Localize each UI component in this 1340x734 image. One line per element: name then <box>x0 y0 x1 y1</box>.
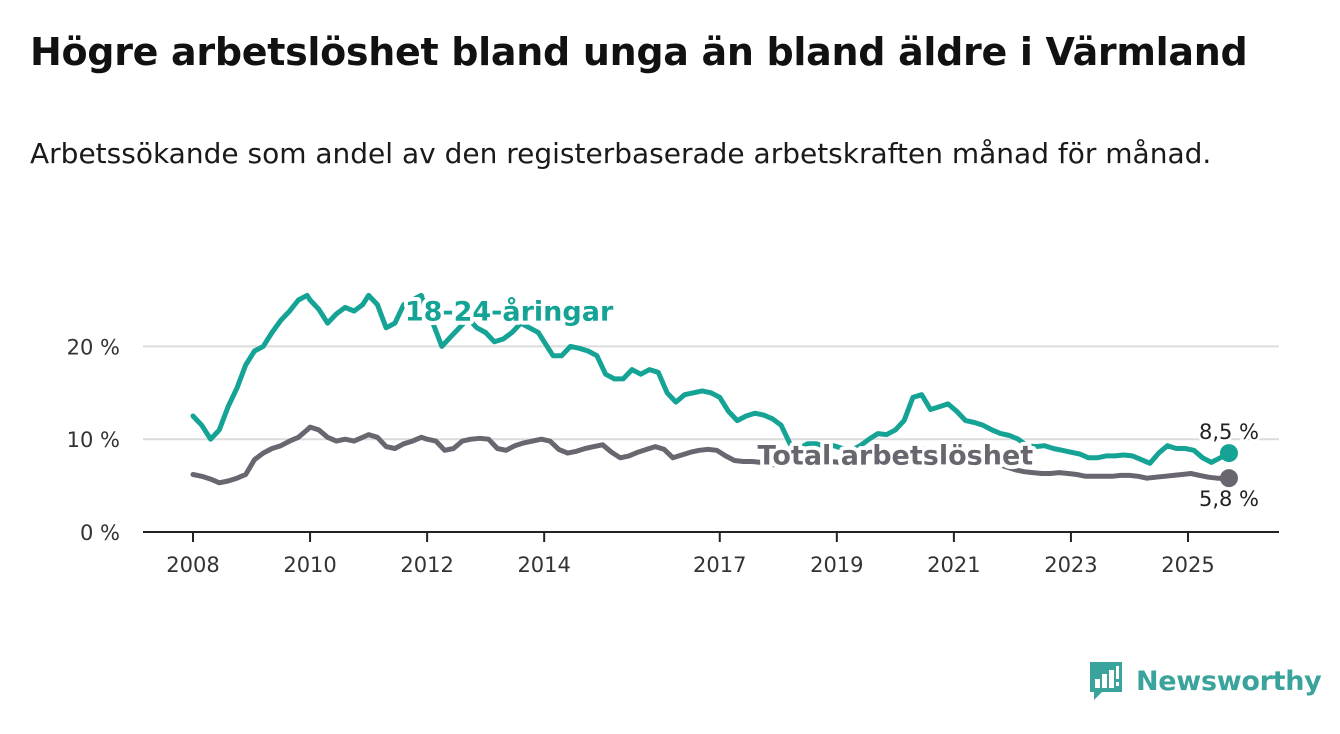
end-value-label: 5,8 % <box>1199 487 1259 511</box>
x-tick-label: 2014 <box>517 553 570 577</box>
y-tick-label: 10 % <box>67 428 120 452</box>
chart-subtitle: Arbetssökande som andel av den registerb… <box>30 137 1212 170</box>
series-line-total <box>190 424 1232 486</box>
x-tick-label: 2012 <box>400 553 453 577</box>
x-tick-label: 2021 <box>927 553 980 577</box>
series-line-youth <box>190 292 1232 466</box>
brand-logo: Newsworthy <box>1088 660 1322 702</box>
end-value-label: 8,5 % <box>1199 420 1259 444</box>
x-tick-label: 2008 <box>166 553 219 577</box>
series-end-point <box>1219 444 1238 463</box>
y-tick-label: 0 % <box>80 521 120 545</box>
axes: 0 % 10 % 20 % 2008 2010 2012 2014 2017 2019 2021 2… <box>67 335 1279 577</box>
x-tick-label: 2017 <box>693 553 746 577</box>
series-label: 18-24-åringar <box>405 295 614 327</box>
newsworthy-logo-icon <box>1090 662 1122 700</box>
x-tick-label: 2010 <box>283 553 336 577</box>
series-end-point <box>1219 469 1238 488</box>
x-tick-label: 2023 <box>1044 553 1097 577</box>
series-labels: 18-24-åringar Total arbetslöshet 8,5 % 5,8 … <box>401 291 1262 513</box>
series-label: Total arbetslöshet <box>758 440 1034 471</box>
x-tick-label: 2019 <box>810 553 863 577</box>
chart-title: Högre arbetslöshet bland unga än bland ä… <box>30 30 1248 74</box>
y-tick-label: 20 % <box>67 335 120 359</box>
brand-name: Newsworthy <box>1136 665 1322 697</box>
series-lines <box>190 292 1232 486</box>
x-tick-label: 2025 <box>1161 553 1214 577</box>
